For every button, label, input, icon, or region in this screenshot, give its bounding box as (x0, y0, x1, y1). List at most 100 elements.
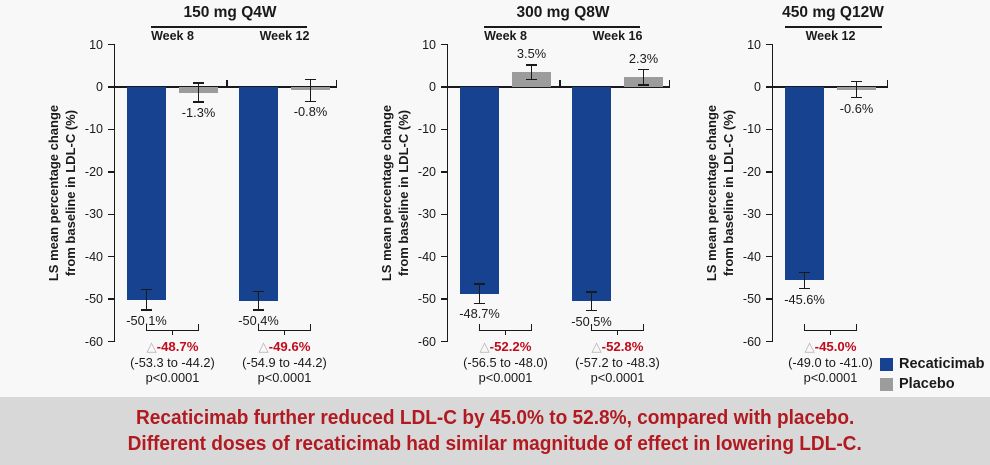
placebo-value-label: -1.3% (181, 104, 216, 120)
axis-end-tick (668, 79, 670, 86)
y-tick-label: -30 (84, 207, 103, 222)
placebo-error-bar (197, 83, 200, 102)
placebo-error-cap-bottom (526, 78, 537, 81)
y-tick-label: -10 (84, 122, 103, 137)
delta-triangle-icon: △ (591, 339, 602, 354)
placebo-error-bar (855, 81, 858, 98)
y-tick-mark (440, 340, 447, 343)
y-tick-label: 0 (754, 80, 761, 94)
legend-item-placebo: Placebo (880, 376, 984, 392)
bracket-end-right (309, 323, 312, 331)
y-tick-label: -30 (742, 207, 761, 222)
bracket-center-tick (504, 330, 507, 335)
recaticimab-error-cap-top (141, 288, 152, 291)
banner-line-1: Recaticimab further reduced LDL-C by 45.… (135, 406, 855, 429)
dose-title-underline (484, 26, 640, 28)
zero-line (448, 86, 670, 88)
recaticimab-bar (460, 86, 499, 294)
y-tick-label: -50 (742, 292, 761, 307)
y-tick-mark (765, 171, 772, 173)
legend-item-recaticimab: Recaticimab (880, 356, 984, 372)
zero-line (773, 86, 888, 88)
y-tick-label: 0 (429, 80, 436, 94)
bracket-center-tick (171, 330, 174, 335)
p-value: p<0.0001 (478, 369, 533, 385)
delta-triangle-icon: △ (258, 339, 269, 354)
bracket-center-tick (829, 330, 832, 335)
y-tick-mark (107, 255, 114, 258)
legend-label-placebo: Placebo (899, 376, 955, 392)
y-tick-mark (107, 171, 114, 173)
placebo-error-bar (642, 69, 645, 85)
axis-end-tick (335, 79, 337, 86)
y-tick-mark (440, 43, 447, 46)
bracket-end-right (197, 323, 200, 331)
y-tick-label: -60 (742, 334, 761, 349)
recaticimab-bar (572, 86, 611, 302)
y-tick-mark (107, 43, 114, 46)
recaticimab-error-cap-bottom (799, 287, 810, 290)
confidence-interval: (-53.3 to -44.2) (130, 354, 215, 370)
y-tick-label: -50 (84, 292, 103, 307)
y-tick-label: 10 (422, 37, 436, 52)
diff-value: -52.8% (601, 339, 644, 354)
placebo-error-cap-top (851, 80, 862, 83)
diff-annotation: △-48.7% (93, 339, 253, 355)
summary-banner: Recaticimab further reduced LDL-C by 45.… (0, 397, 990, 465)
y-tick-mark (107, 340, 114, 343)
diff-value: -48.7% (156, 339, 199, 354)
y-axis-label: LS mean percentage change from baseline i… (46, 104, 78, 282)
group-separator-tick (226, 79, 228, 86)
y-tick-label: -40 (742, 249, 761, 264)
placebo-swatch-icon (880, 377, 893, 391)
recaticimab-value-label: -50.4% (238, 313, 279, 329)
bracket-end-right (855, 323, 858, 331)
week-label: Week 12 (805, 29, 856, 43)
zero-line (115, 86, 337, 88)
y-tick-label: -30 (417, 207, 436, 222)
y-tick-mark (765, 255, 772, 258)
dose-title-underline (151, 26, 307, 28)
recaticimab-value-label: -48.7% (459, 306, 500, 322)
recaticimab-bar (239, 86, 278, 301)
bracket-end-left (478, 323, 481, 331)
week-label: Week 16 (592, 29, 643, 43)
placebo-value-label: 2.3% (628, 50, 659, 66)
y-tick-label: -20 (742, 164, 761, 179)
y-tick-label: 10 (747, 37, 761, 52)
recaticimab-error-cap-bottom (474, 302, 485, 305)
y-tick-mark (440, 255, 447, 258)
bracket-center-tick (616, 330, 619, 335)
placebo-error-cap-top (638, 68, 649, 71)
y-tick-label: -60 (417, 334, 436, 349)
p-value: p<0.0001 (590, 369, 645, 385)
recaticimab-error-bar (478, 283, 481, 304)
recaticimab-value-label: -50.1% (126, 312, 167, 328)
y-axis-label: LS mean percentage change from baseline i… (704, 104, 736, 282)
confidence-interval: (-56.5 to -48.0) (463, 354, 548, 370)
week-label: Week 8 (484, 29, 527, 43)
y-tick-mark (107, 128, 114, 131)
y-tick-label: -20 (417, 164, 436, 179)
chart-panels: 150 mg Q4W 10 0 -10 -20 -30 -40 -50 -60 LS mean p… (46, 4, 911, 385)
bracket-center-tick (283, 330, 286, 335)
confidence-interval: (-54.9 to -44.2) (242, 354, 327, 370)
p-value: p<0.0001 (803, 369, 858, 385)
placebo-error-cap-bottom (851, 96, 862, 99)
y-tick-label: -50 (417, 292, 436, 307)
group-separator-tick (559, 79, 561, 86)
bracket-end-left (590, 323, 593, 331)
recaticimab-error-bar (145, 289, 148, 310)
recaticimab-value-label: -50.5% (571, 313, 612, 329)
placebo-error-cap-top (305, 78, 316, 81)
recaticimab-error-cap-bottom (141, 309, 152, 311)
diff-value: -49.6% (268, 339, 311, 354)
y-tick-label: -40 (417, 249, 436, 264)
bracket-end-left (803, 323, 806, 331)
y-tick-mark (440, 86, 447, 88)
diff-annotation: △-45.0% (751, 339, 911, 355)
bracket-end-right (642, 323, 645, 331)
recaticimab-error-cap-top (253, 290, 264, 293)
banner-line-2: Different doses of recaticimab had simil… (127, 432, 863, 455)
